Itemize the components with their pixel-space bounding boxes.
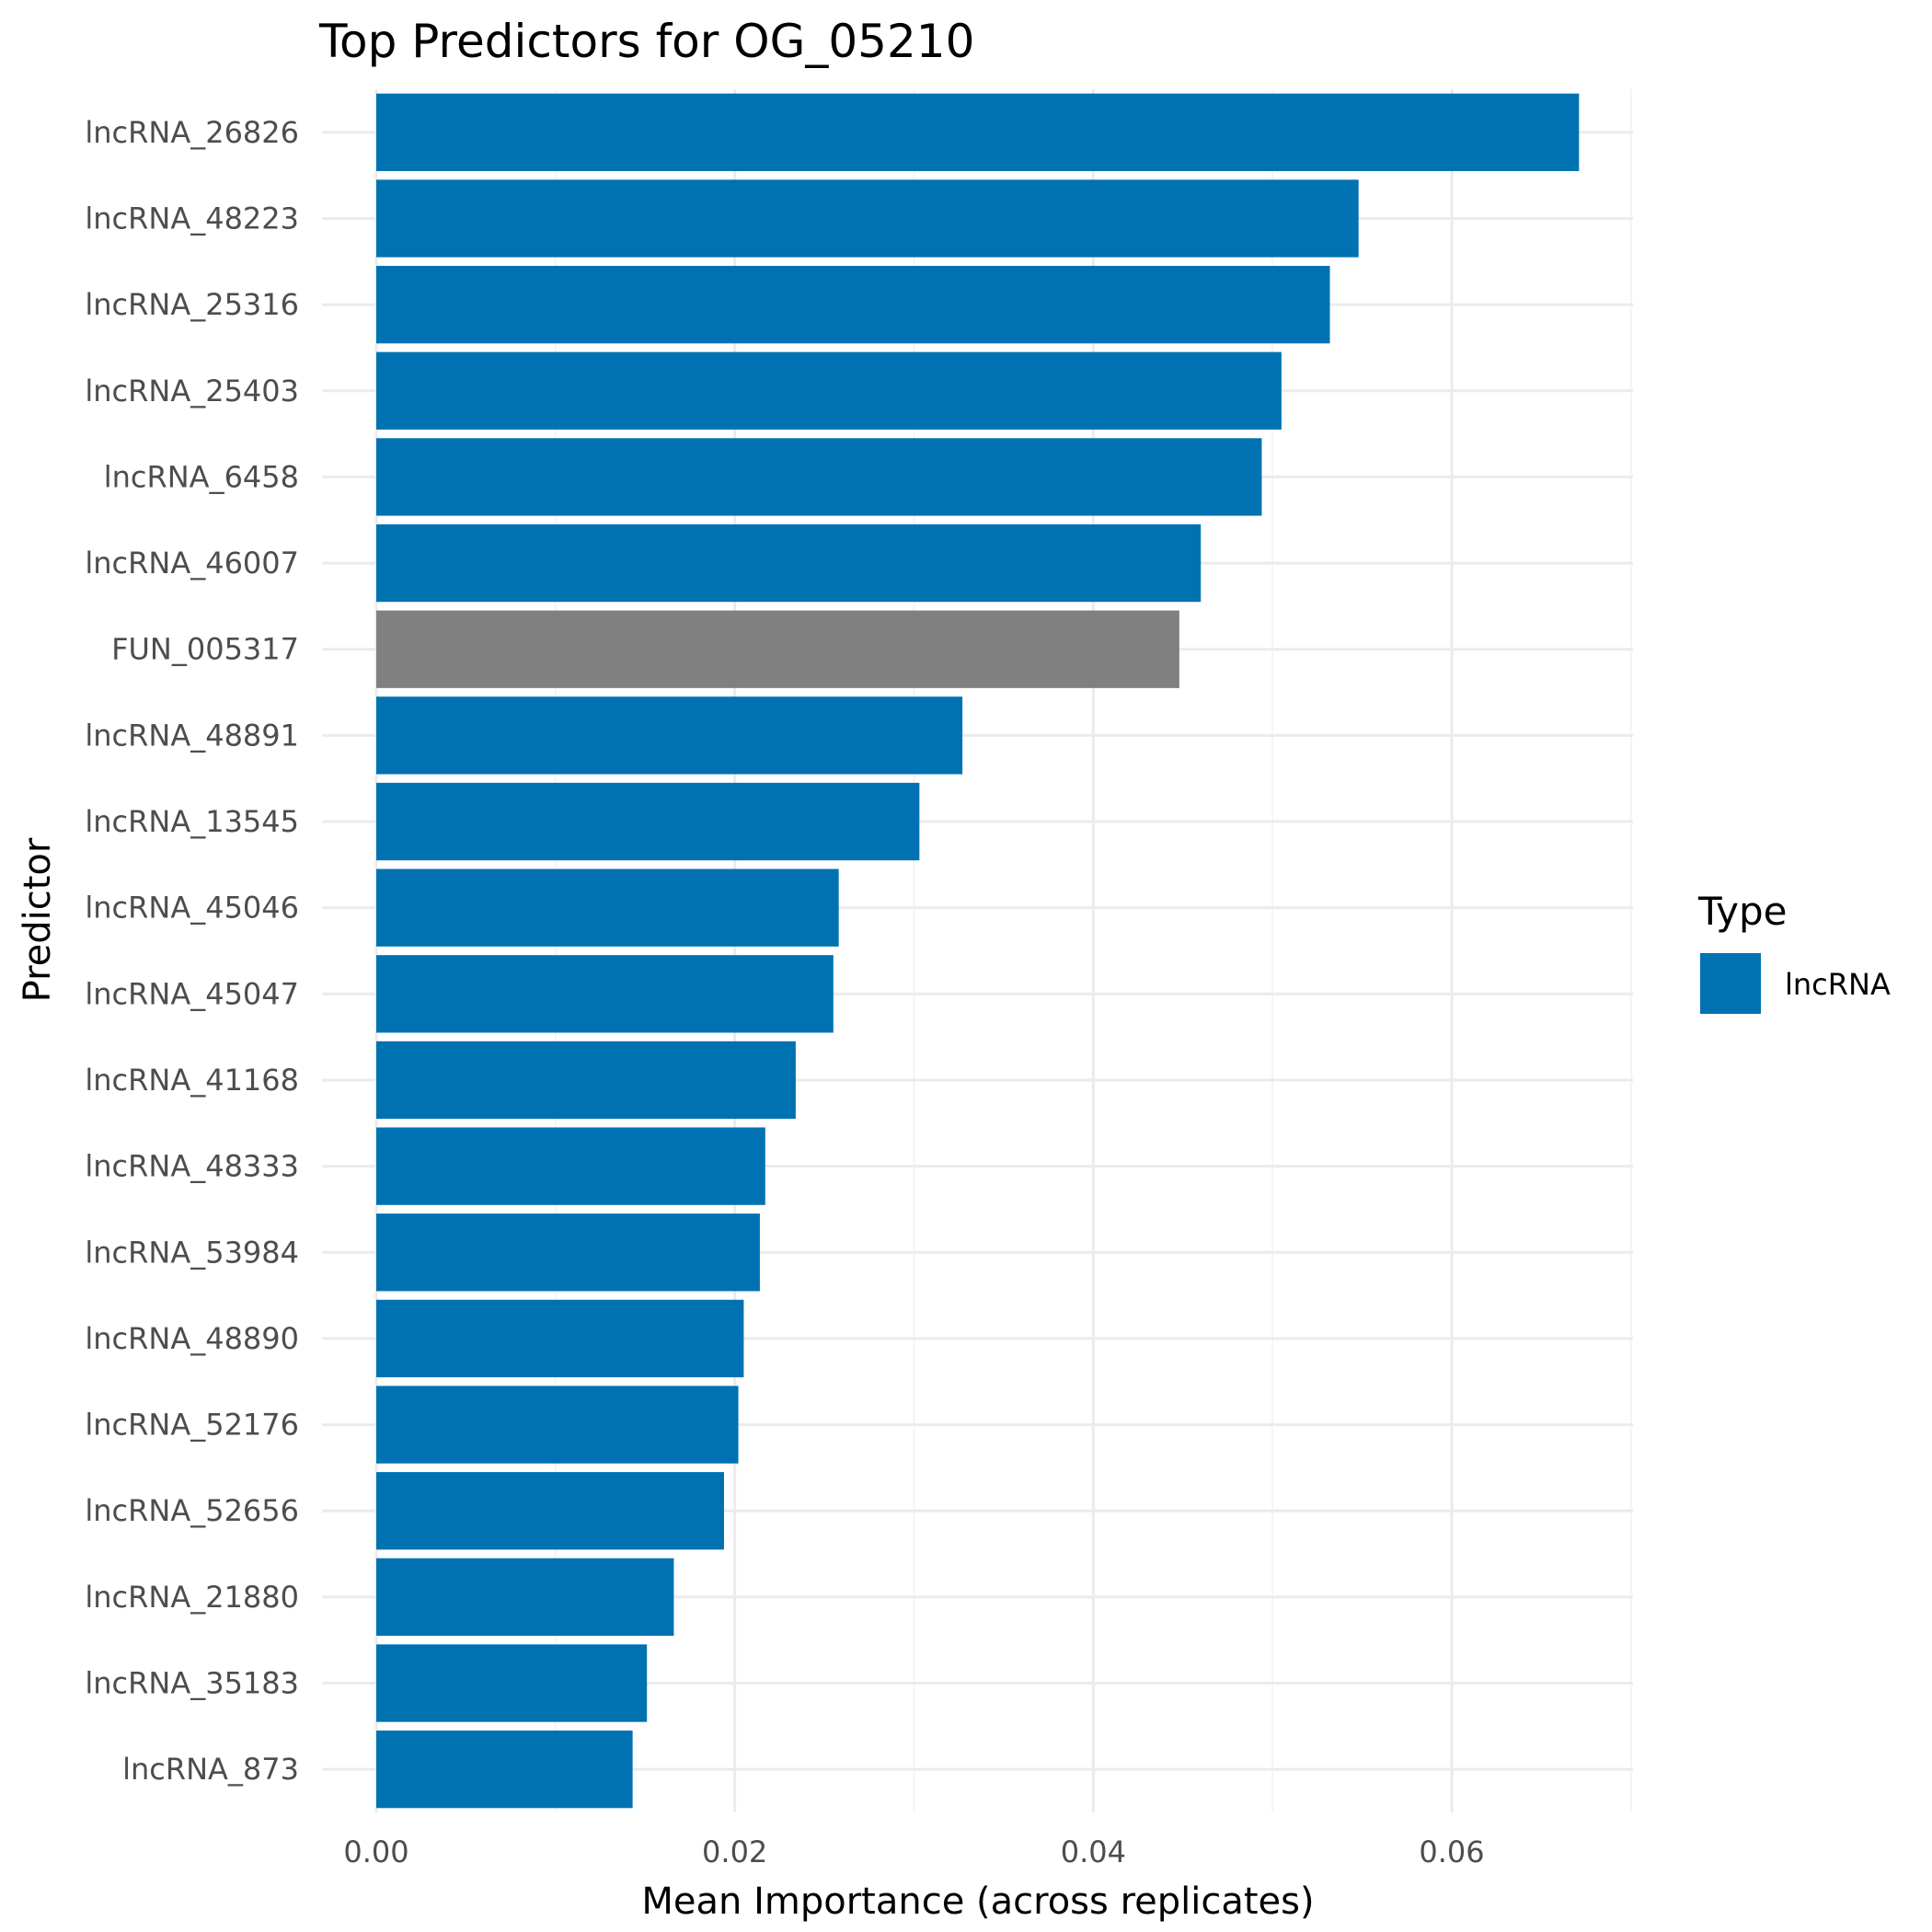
y-tick-label: lncRNA_26826 xyxy=(85,115,299,150)
x-tick-labels: 0.00 0.02 0.04 0.06 xyxy=(343,1834,1484,1869)
chart-title: Top Predictors for OG_05210 xyxy=(318,15,974,68)
y-tick-label: lncRNA_35183 xyxy=(85,1666,299,1701)
y-tick-label: FUN_005317 xyxy=(111,632,299,667)
bar-lncrna-25316 xyxy=(376,265,1330,344)
bar-lncrna-46007 xyxy=(376,523,1202,603)
x-tick-label: 0.06 xyxy=(1419,1834,1484,1869)
legend: Type lncRNA xyxy=(1697,889,1891,1014)
y-tick-label: lncRNA_48891 xyxy=(85,718,299,753)
y-tick-label: lncRNA_52176 xyxy=(85,1408,299,1443)
bar-lncrna-48890 xyxy=(376,1299,744,1378)
y-tick-labels: lncRNA_26826 lncRNA_48223 lncRNA_25316 lncR… xyxy=(85,115,299,1787)
y-tick-label: lncRNA_6458 xyxy=(104,459,299,494)
x-tick-label: 0.02 xyxy=(702,1834,767,1869)
bar-lncrna-52656 xyxy=(376,1472,724,1550)
y-tick-label: lncRNA_41168 xyxy=(85,1063,299,1098)
y-tick-label: lncRNA_25316 xyxy=(85,287,299,322)
y-tick-label: lncRNA_48890 xyxy=(85,1321,299,1356)
y-axis-title: Predictor xyxy=(17,837,59,1002)
bar-fun-005317 xyxy=(376,610,1179,688)
bar-lncrna-48891 xyxy=(376,696,963,775)
bar-lncrna-53984 xyxy=(376,1213,760,1292)
bar-lncrna-48223 xyxy=(376,179,1359,258)
bar-lncrna-25403 xyxy=(376,351,1282,430)
legend-label-lncrna: lncRNA xyxy=(1785,967,1891,1002)
bar-lncrna-52176 xyxy=(376,1386,739,1464)
y-tick-label: lncRNA_13545 xyxy=(85,804,299,839)
bar-lncrna-873 xyxy=(376,1731,633,1809)
x-tick-label: 0.00 xyxy=(343,1834,408,1869)
legend-title: Type xyxy=(1697,889,1787,934)
y-tick-label: lncRNA_48223 xyxy=(85,201,299,236)
bar-lncrna-45046 xyxy=(376,868,839,947)
bars-group xyxy=(376,93,1580,1809)
bar-lncrna-48333 xyxy=(376,1127,765,1205)
y-tick-label: lncRNA_21880 xyxy=(85,1580,299,1615)
y-tick-label: lncRNA_25403 xyxy=(85,374,299,408)
bar-lncrna-45047 xyxy=(376,955,834,1033)
y-tick-label: lncRNA_45047 xyxy=(85,976,299,1011)
y-tick-label: lncRNA_53984 xyxy=(85,1235,299,1270)
bar-lncrna-41168 xyxy=(376,1041,796,1120)
y-tick-label: lncRNA_46007 xyxy=(85,546,299,581)
bar-lncrna-13545 xyxy=(376,782,920,861)
y-tick-label: lncRNA_52656 xyxy=(85,1493,299,1528)
bar-lncrna-35183 xyxy=(376,1644,648,1722)
y-tick-label: lncRNA_48333 xyxy=(85,1149,299,1184)
x-tick-label: 0.04 xyxy=(1061,1834,1126,1869)
grid-lines xyxy=(322,89,1633,1812)
bar-lncrna-21880 xyxy=(376,1558,674,1637)
y-tick-label: lncRNA_45046 xyxy=(85,891,299,926)
y-tick-label: lncRNA_873 xyxy=(122,1752,299,1787)
bar-lncrna-6458 xyxy=(376,438,1262,516)
bar-lncrna-26826 xyxy=(376,93,1580,171)
legend-key-lncrna xyxy=(1700,953,1761,1014)
x-axis-title: Mean Importance (across replicates) xyxy=(641,1880,1314,1923)
